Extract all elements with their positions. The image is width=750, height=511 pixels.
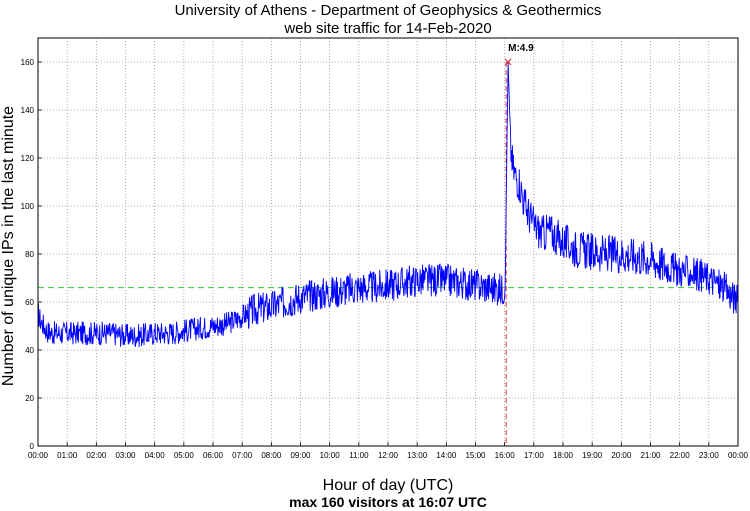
x-tick-label: 20:00 — [611, 451, 632, 460]
x-tick-label: 02:00 — [86, 451, 107, 460]
x-tick-label: 17:00 — [524, 451, 545, 460]
x-tick-label: 12:00 — [378, 451, 399, 460]
x-tick-label: 00:00 — [728, 451, 749, 460]
max-marker-shape — [504, 58, 512, 66]
x-tick-label: 21:00 — [640, 451, 661, 460]
x-tick-label: 06:00 — [203, 451, 224, 460]
earthquake-label: M:4.9 — [508, 43, 534, 54]
traffic-series-line — [37, 61, 739, 348]
chart-title: University of Athens - Department of Geo… — [175, 2, 602, 37]
x-tick-label: 16:00 — [495, 451, 516, 460]
x-tick-label: 19:00 — [582, 451, 603, 460]
x-tick-label: 01:00 — [57, 451, 78, 460]
y-tick-label: 140 — [21, 106, 35, 115]
y-tick-label: 80 — [25, 250, 34, 259]
grid-lines — [38, 38, 738, 446]
x-tick-label: 23:00 — [699, 451, 720, 460]
x-axis-ticks: 00:00 01:00 02:00 03:00 04:00 05:00 06:00 07:00… — [28, 442, 749, 460]
y-tick-label: 60 — [25, 298, 34, 307]
x-tick-label: 00:00 — [28, 451, 49, 460]
y-tick-label: 120 — [21, 154, 35, 163]
x-tick-label: 11:00 — [349, 451, 369, 460]
y-tick-label: 20 — [25, 394, 34, 403]
x-tick-label: 18:00 — [553, 451, 574, 460]
x-axis-title: Hour of day (UTC) — [323, 477, 454, 494]
title-line-1: University of Athens - Department of Geo… — [175, 2, 602, 19]
x-tick-label: 03:00 — [115, 451, 136, 460]
y-axis-ticks: 0 20 40 60 80 100 120 140 160 — [21, 58, 42, 451]
x-tick-label: 09:00 — [290, 451, 311, 460]
y-tick-label: 0 — [30, 442, 35, 451]
title-line-2: web site traffic for 14-Feb-2020 — [283, 20, 491, 37]
x-tick-label: 10:00 — [320, 451, 341, 460]
x-tick-label: 14:00 — [436, 451, 457, 460]
y-axis-title: Number of unique IPs in the last minute — [0, 106, 17, 386]
x-tick-label: 15:00 — [465, 451, 486, 460]
x-tick-label: 05:00 — [174, 451, 195, 460]
y-tick-label: 40 — [25, 346, 34, 355]
x-tick-label: 13:00 — [407, 451, 428, 460]
max-point-marker — [504, 58, 512, 66]
y-tick-label: 160 — [21, 58, 35, 67]
x-tick-label: 08:00 — [261, 451, 282, 460]
y-tick-label: 100 — [21, 202, 35, 211]
x-tick-label: 07:00 — [232, 451, 253, 460]
max-visitors-note: max 160 visitors at 16:07 UTC — [289, 494, 487, 510]
x-tick-label: 22:00 — [670, 451, 691, 460]
x-tick-label: 04:00 — [145, 451, 166, 460]
